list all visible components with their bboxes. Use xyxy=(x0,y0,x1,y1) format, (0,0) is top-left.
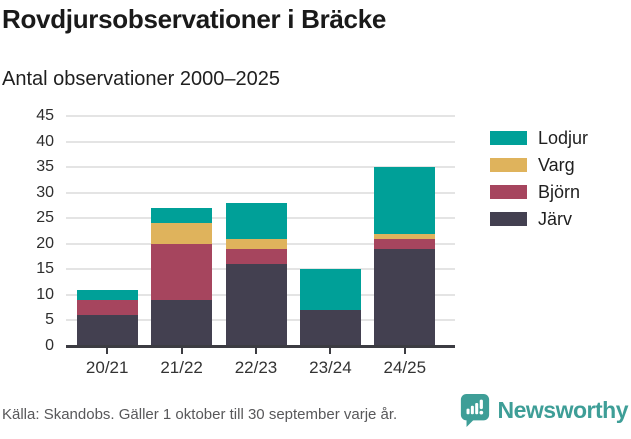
bar-segment-lodjur-22-23 xyxy=(225,202,287,239)
bar-segment-varg-24-25 xyxy=(374,233,436,239)
legend-item-björn: Björn xyxy=(490,182,588,202)
legend-swatch xyxy=(490,131,527,145)
bar-segment-järv-22-23 xyxy=(225,264,287,346)
bar-segment-järv-24-25 xyxy=(374,248,436,346)
gridline xyxy=(66,140,455,143)
legend-swatch xyxy=(490,158,527,172)
x-axis-tick xyxy=(403,348,406,354)
newsworthy-wordmark: Newsworthy xyxy=(497,397,629,423)
bar-segment-järv-23-24 xyxy=(299,310,361,346)
y-tick-label: 0 xyxy=(45,337,54,354)
x-axis-line xyxy=(66,345,455,348)
x-tick-label: 20/21 xyxy=(85,358,129,377)
chart-legend: Lodjur Varg Björn Järv xyxy=(490,128,589,229)
y-tick-label: 45 xyxy=(36,107,54,124)
x-axis-tick xyxy=(180,348,183,354)
bar-segment-björn-21-22 xyxy=(151,243,213,300)
bar-segment-järv-21-22 xyxy=(151,300,213,346)
newsworthy-logo-icon xyxy=(460,394,489,427)
y-tick-label: 10 xyxy=(36,285,54,303)
y-tick-label: 5 xyxy=(45,311,54,329)
gridline xyxy=(66,115,455,117)
bar-segment-varg-22-23 xyxy=(225,238,287,249)
footer: Källa: Skandobs. Gäller 1 oktober till 3… xyxy=(0,393,631,431)
plot-area: 20/21 21/22 22/23 23/24 24/25 xyxy=(66,115,458,377)
legend-item-järv: Järv xyxy=(490,209,588,229)
y-tick-label: 40 xyxy=(36,132,54,150)
bar-segment-björn-22-23 xyxy=(225,248,287,265)
bar-segment-lodjur-21-22 xyxy=(151,208,213,224)
y-tick-label: 35 xyxy=(36,158,54,176)
legend-label: Lodjur xyxy=(538,128,589,148)
x-tick-label: 21/22 xyxy=(160,358,203,377)
newsworthy-logo: Newsworthy xyxy=(459,393,629,428)
legend-label: Varg xyxy=(538,155,575,175)
bar-segment-varg-21-22 xyxy=(151,223,213,244)
bars-layer xyxy=(70,116,442,346)
legend-swatch xyxy=(490,185,527,199)
y-tick-label: 30 xyxy=(36,183,54,201)
chart-title: Rovdjursobservationer i Bräcke xyxy=(2,4,387,34)
bar-segment-lodjur-23-24 xyxy=(299,269,361,311)
bar-segment-lodjur-20-21 xyxy=(76,289,138,300)
x-tick-label: 24/25 xyxy=(383,358,427,377)
bar-segment-björn-24-25 xyxy=(374,238,436,249)
legend-swatch xyxy=(490,212,527,226)
gridline xyxy=(66,166,455,169)
x-tick-label: 23/24 xyxy=(309,358,352,377)
chart-subtitle: Antal observationer 2000–2025 xyxy=(2,68,280,90)
bar-segment-björn-20-21 xyxy=(76,300,138,316)
source-note: Källa: Skandobs. Gäller 1 oktober till 3… xyxy=(2,406,398,423)
gridline xyxy=(66,191,455,194)
bar-segment-lodjur-24-25 xyxy=(374,167,436,234)
x-axis-tick xyxy=(255,348,257,354)
legend-item-lodjur: Lodjur xyxy=(490,128,589,148)
y-tick-label: 20 xyxy=(36,234,54,252)
y-tick-label: 15 xyxy=(36,260,54,278)
legend-label: Järv xyxy=(538,209,573,229)
bar-chart: 20/21 21/22 22/23 23/24 24/25 0 5 10 15 20 25 30 35… xyxy=(0,100,631,390)
legend-item-varg: Varg xyxy=(490,155,588,175)
legend-label: Björn xyxy=(538,182,581,202)
x-tick-label: 22/23 xyxy=(234,358,278,377)
x-axis-tick xyxy=(106,348,109,354)
y-tick-label: 25 xyxy=(36,209,54,227)
bar-segment-järv-20-21 xyxy=(76,315,138,346)
x-axis-tick xyxy=(329,348,332,354)
